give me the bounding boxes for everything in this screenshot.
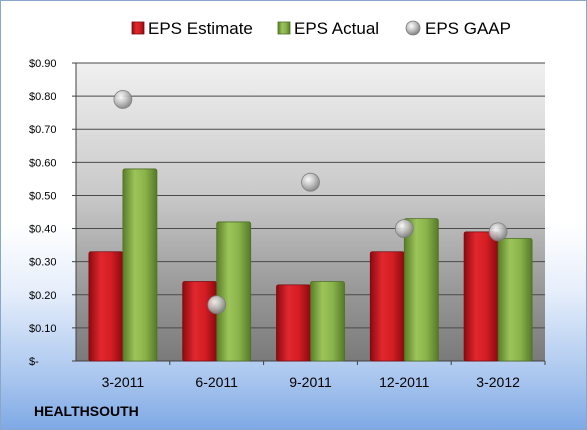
legend-label: EPS Estimate [148, 19, 253, 38]
y-tick-label: $0.30 [29, 257, 57, 269]
x-tick-label: 12-2011 [379, 374, 430, 390]
legend-swatch-eps-gaap [405, 20, 421, 36]
y-tick-label: $0.60 [29, 157, 57, 169]
bar-eps-actual [216, 221, 252, 362]
x-tick-label: 6-2011 [195, 374, 238, 390]
legend-swatch-eps-actual [277, 21, 291, 35]
bar-eps-estimate [88, 251, 124, 362]
company-name: HEALTHSOUTH [34, 403, 139, 419]
y-tick-label: $0.80 [29, 91, 57, 103]
y-tick-label: $0.50 [29, 190, 57, 202]
bar-eps-actual [403, 218, 439, 362]
bar-eps-estimate [276, 284, 311, 362]
legend-label: EPS Actual [294, 19, 379, 38]
bar-eps-actual [310, 281, 345, 362]
legend-swatch-eps-estimate [131, 21, 145, 35]
y-tick-label: $0.20 [29, 290, 57, 302]
marker-eps-gaap [207, 295, 227, 315]
marker-eps-gaap [301, 172, 320, 192]
bar-eps-actual [497, 238, 533, 362]
y-tick-label: $0.90 [29, 58, 57, 70]
marker-eps-gaap [394, 219, 414, 238]
y-tick-label: $0.40 [29, 224, 57, 236]
legend-label: EPS GAAP [425, 19, 511, 38]
marker-eps-gaap [113, 90, 133, 109]
bar-eps-estimate [463, 231, 499, 362]
y-tick-label: $- [29, 356, 39, 368]
x-tick-label: 9-2011 [289, 374, 332, 390]
bar-eps-actual [122, 168, 158, 362]
bar-eps-estimate [369, 251, 405, 362]
y-tick-label: $0.70 [29, 124, 57, 136]
x-tick-label: 3-2012 [476, 374, 520, 390]
y-tick-label: $0.10 [29, 323, 57, 335]
bar-eps-estimate [182, 281, 218, 362]
x-tick-label: 3-2011 [102, 374, 145, 390]
marker-eps-gaap [488, 222, 508, 242]
